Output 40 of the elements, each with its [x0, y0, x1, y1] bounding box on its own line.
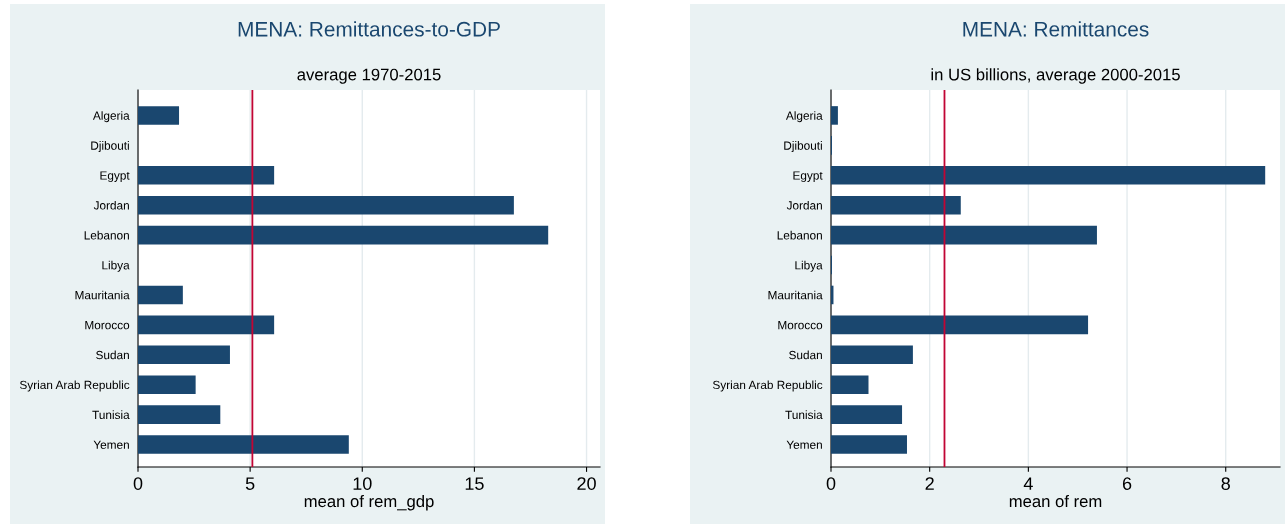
y-tick-label: Sudan — [96, 350, 129, 360]
y-tick-label: Mauritania — [768, 290, 823, 300]
x-tick-label: 6 — [1122, 477, 1132, 490]
y-tick-label: Sudan — [789, 350, 822, 360]
x-tick-label: 8 — [1221, 477, 1230, 490]
x-tick-label: 2 — [925, 477, 934, 490]
x-tick-label: 5 — [245, 477, 255, 490]
chart-title: MENA: Remittances — [963, 21, 1149, 37]
y-tick-label: Tunisia — [785, 410, 823, 420]
y-tick-label: Syrian Arab Republic — [19, 380, 130, 392]
y-tick-label: Yemen — [786, 440, 822, 449]
y-tick-label: Libya — [102, 260, 130, 272]
y-tick-label: Algeria — [785, 111, 823, 123]
y-tick-label: Morocco — [778, 321, 823, 330]
y-tick-label: Egypt — [100, 171, 130, 182]
y-tick-label: Mauritania — [75, 290, 130, 300]
x-tick-label: 15 — [465, 477, 484, 490]
x-axis-title: mean of rem — [1009, 494, 1102, 508]
y-tick-label: Libya — [795, 260, 823, 272]
chart-subtitle: average 1970-2015 — [297, 68, 441, 84]
y-tick-label: Morocco — [85, 321, 130, 330]
y-tick-label: Tunisia — [92, 410, 130, 420]
y-tick-label: Syrian Arab Republic — [712, 380, 823, 392]
y-tick-label: Djibouti — [784, 141, 822, 153]
x-tick-label: 0 — [133, 477, 143, 490]
y-tick-label: Algeria — [92, 111, 130, 123]
y-tick-label: Lebanon — [84, 230, 129, 240]
y-tick-label: Lebanon — [777, 230, 822, 240]
y-tick-label: Jordan — [93, 200, 129, 210]
x-axis-title: mean of rem_gdp — [304, 494, 434, 511]
chart-title: MENA: Remittances-to-GDP — [238, 21, 500, 37]
x-tick-label: 4 — [1023, 477, 1033, 490]
x-tick-label: 20 — [577, 477, 596, 490]
chart-subtitle: in US billions, average 2000-2015 — [931, 68, 1180, 84]
x-tick-label: 0 — [826, 477, 836, 490]
y-tick-label: Egypt — [793, 171, 823, 182]
y-tick-label: Djibouti — [91, 141, 129, 153]
y-tick-label: Yemen — [93, 440, 129, 449]
y-tick-label: Jordan — [786, 200, 822, 210]
x-tick-label: 10 — [353, 477, 372, 490]
